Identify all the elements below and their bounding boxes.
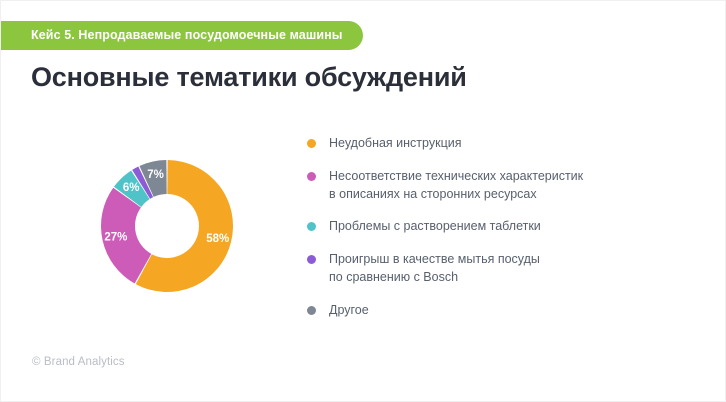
case-badge: Кейс 5. Непродаваемые посудомоечные маши… [1,21,363,50]
legend-item-label: Другое [329,302,369,317]
legend-item-label: Проблемы с растворением таблетки [329,219,541,234]
donut-slice-label: 7% [147,169,164,181]
donut-slice-labels: 58% 27% 6% 7% [104,169,229,245]
donut-slice[interactable] [113,170,150,207]
legend-item-label: Неудобная инструкция [329,136,462,150]
legend-item-label: Проигрыш в качестве мытья посуды по срав… [329,252,540,284]
legend-item-1[interactable]: Несоответствие технических характеристик… [307,168,677,204]
donut-slice[interactable] [101,187,152,284]
legend-item-label: Несоответствие технических характеристик… [329,168,584,201]
donut-chart: 58% 27% 6% 7% [97,156,237,296]
donut-slice-label: 27% [104,231,127,243]
legend-color-swatch-icon [307,305,316,315]
donut-slice[interactable] [132,166,154,199]
legend-item-0[interactable]: Неудобная инструкция [307,135,677,153]
donut-slices [101,160,233,292]
brand-credit: © Brand Analytics [32,356,125,368]
legend-item-2[interactable]: Проблемы с растворением таблетки [307,218,677,236]
legend-item-4[interactable]: Другое [307,302,677,320]
case-badge-label: Кейс 5. Непродаваемые посудомоечные маши… [31,28,343,43]
donut-slice[interactable] [139,160,167,197]
donut-slice[interactable] [135,160,233,292]
legend-color-swatch-icon [307,255,316,264]
donut-slice-label: 6% [123,182,140,194]
page-title: Основные тематики обсуждений [31,62,467,92]
legend-color-swatch-icon [307,171,316,181]
legend-item-3[interactable]: Проигрыш в качестве мытья посуды по срав… [307,251,677,287]
chart-legend: Неудобная инструкция Несоответствие техн… [307,135,677,319]
legend-color-swatch-icon [307,139,316,148]
donut-slice-label: 58% [206,233,229,245]
donut-chart-svg: 58% 27% 6% 7% [101,160,233,292]
legend-color-swatch-icon [307,222,316,232]
